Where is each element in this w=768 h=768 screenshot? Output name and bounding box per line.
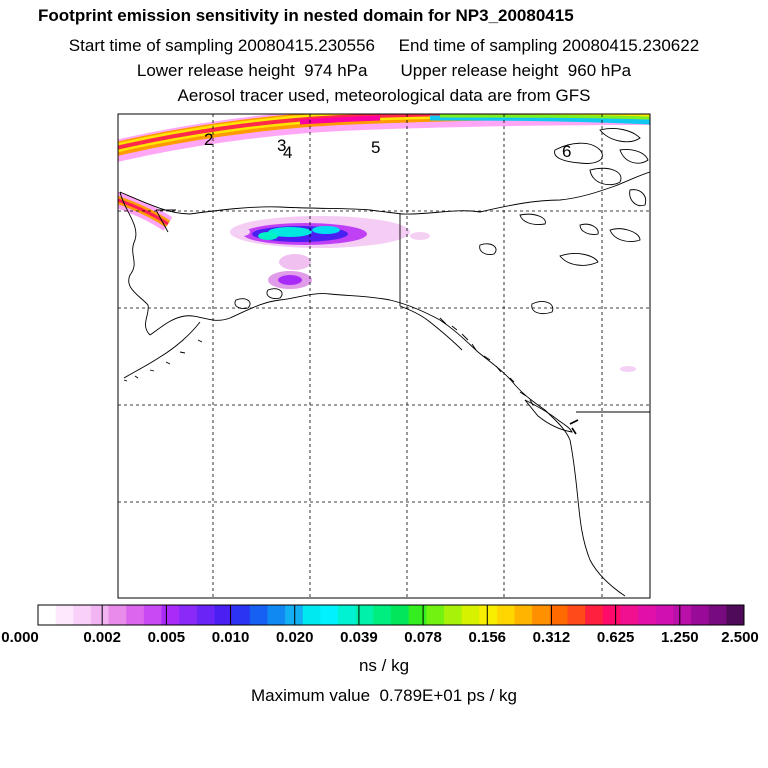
colorbar-tick-label: 0.002 [83,629,121,646]
colorbar-swatch [285,605,304,625]
colorbar-tick-label: 0.156 [468,629,507,646]
colorbar-swatch [196,605,215,625]
colorbar-swatch [620,605,639,625]
colorbar-swatch [108,605,127,625]
trajectory-label-6: 6 [562,142,571,161]
colorbar-swatch [426,605,445,625]
maximum-value: Maximum value 0.789E+01 ps / kg [251,686,517,705]
colorbar-frame [37,604,745,626]
colorbar-swatch [73,605,92,625]
trajectory-label-3: 3 [277,136,286,155]
colorbar-swatch [691,605,710,625]
colorbar-swatch [726,605,745,625]
colorbar-swatch [602,605,621,625]
colorbar-swatch [479,605,498,625]
colorbar-swatch [126,605,145,625]
colorbar-tick-label: 0.625 [596,629,635,646]
colorbar [37,604,745,626]
footprint-north-slope [230,216,636,372]
colorbar-swatch [655,605,674,625]
colorbar-tick-label: 2.500 [721,629,759,646]
colorbar-swatch [249,605,268,625]
map-background [118,114,650,598]
colorbar-swatch [143,605,163,625]
colorbar-swatch [232,605,251,625]
colorbar-swatch [355,605,374,625]
colorbar-tick-label: 0.020 [275,629,314,646]
tracer-info: Aerosol tracer used, meteorological data… [177,86,591,105]
colorbar-tick-label: 0.312 [532,629,571,646]
borders [155,209,650,413]
colorbar-swatch [532,605,551,625]
colorbar-tick-label: 0.005 [147,629,186,646]
colorbar-swatch [161,605,180,625]
colorbar-swatch [549,605,568,625]
colorbar-swatch [179,605,198,625]
plume-west [118,191,173,231]
colorbar-swatch [708,605,727,625]
sampling-times: Start time of sampling 20080415.230556 E… [68,36,700,55]
colorbar-swatch [391,605,410,625]
colorbar-swatch [267,605,286,625]
trajectory-label-5: 5 [371,138,380,157]
map-panel: 2 3 4 5 6 [117,113,651,599]
colorbar-swatch [673,605,692,625]
colorbar-units: ns / kg [358,656,410,675]
colorbar-swatch [38,605,57,625]
trajectory-label-4: 4 [283,143,292,162]
colorbar-tick-label: 1.250 [661,629,699,646]
colorbar-tick-label: 0.000 [1,629,39,646]
trajectory-label-2: 2 [204,130,213,149]
map-frame [117,113,651,599]
colorbar-swatch [585,605,604,625]
colorbar-tick-label: 0.010 [211,629,250,646]
plume-ribbon [118,114,650,162]
colorbar-swatch [55,605,74,625]
colorbar-tick-label: 0.078 [404,629,442,646]
colorbar-swatch [373,605,392,625]
colorbar-swatch [461,605,480,625]
release-heights: Lower release height 974 hPa Upper relea… [136,61,632,80]
colorbar-swatch [338,605,357,625]
colorbar-swatch [443,605,463,625]
receptor-marker [569,419,579,435]
colorbar-swatch [90,605,110,625]
plot-title: Footprint emission sensitivity in nested… [38,6,574,25]
colorbar-swatch [214,605,233,625]
colorbar-swatch [514,605,533,625]
colorbar-swatch [567,605,586,625]
trajectory-labels: 2 3 4 5 6 [204,130,571,162]
colorbar-swatch [408,605,427,625]
colorbar-swatch [302,605,321,625]
colorbar-swatch [638,605,657,625]
colorbar-swatch [320,605,339,625]
colorbar-swatch [496,605,516,625]
colorbar-tick-label: 0.039 [340,629,378,646]
graticule [118,114,650,598]
